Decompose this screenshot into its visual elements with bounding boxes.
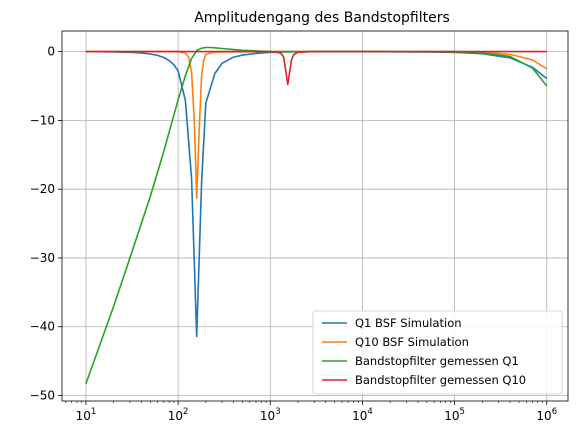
plot-frame <box>61 30 569 402</box>
x-tick-base: 10 <box>76 409 91 423</box>
x-tick-exponent: 1 <box>91 407 96 417</box>
series-line-2 <box>85 50 548 199</box>
x-tick-exponent: 4 <box>367 407 372 417</box>
x-tick-base: 10 <box>352 409 367 423</box>
x-tick-base: 10 <box>260 409 275 423</box>
legend-box <box>312 310 563 395</box>
plot-lines <box>85 46 548 385</box>
x-tick-label: 102 <box>168 407 189 423</box>
y-tick-label: −30 <box>30 251 55 265</box>
legend-label: Q1 BSF Simulation <box>355 316 462 330</box>
legend-label: Bandstopfilter gemessen Q1 <box>355 354 519 368</box>
series-line-4 <box>85 50 547 86</box>
x-tick-label: 101 <box>76 407 97 423</box>
y-tick-label: −50 <box>30 388 55 402</box>
x-tick-label: 105 <box>444 407 465 423</box>
y-tick-label: −20 <box>30 182 55 196</box>
x-tick-label: 104 <box>352 407 373 423</box>
x-tick-base: 10 <box>444 409 459 423</box>
series-line-1 <box>85 50 548 338</box>
legend: Q1 BSF Simulation Q10 BSF Simulation Bands… <box>312 310 563 395</box>
x-tick-base: 10 <box>536 409 551 423</box>
y-tick-label: −10 <box>30 113 55 127</box>
x-tick-exponent: 3 <box>275 407 280 417</box>
x-tick-exponent: 2 <box>183 407 188 417</box>
legend-label: Bandstopfilter gemessen Q10 <box>355 373 526 387</box>
chart-title: Amplitudengang des Bandstopfilters <box>194 10 450 26</box>
x-tick-label: 106 <box>536 407 557 423</box>
legend-label: Q10 BSF Simulation <box>355 335 469 349</box>
x-tick-base: 10 <box>168 409 183 423</box>
x-tick-exponent: 5 <box>460 407 465 417</box>
y-tick-label: 0 <box>47 45 55 59</box>
y-tick-label: −40 <box>30 320 55 334</box>
x-tick-exponent: 6 <box>552 407 557 417</box>
x-tick-label: 103 <box>260 407 281 423</box>
